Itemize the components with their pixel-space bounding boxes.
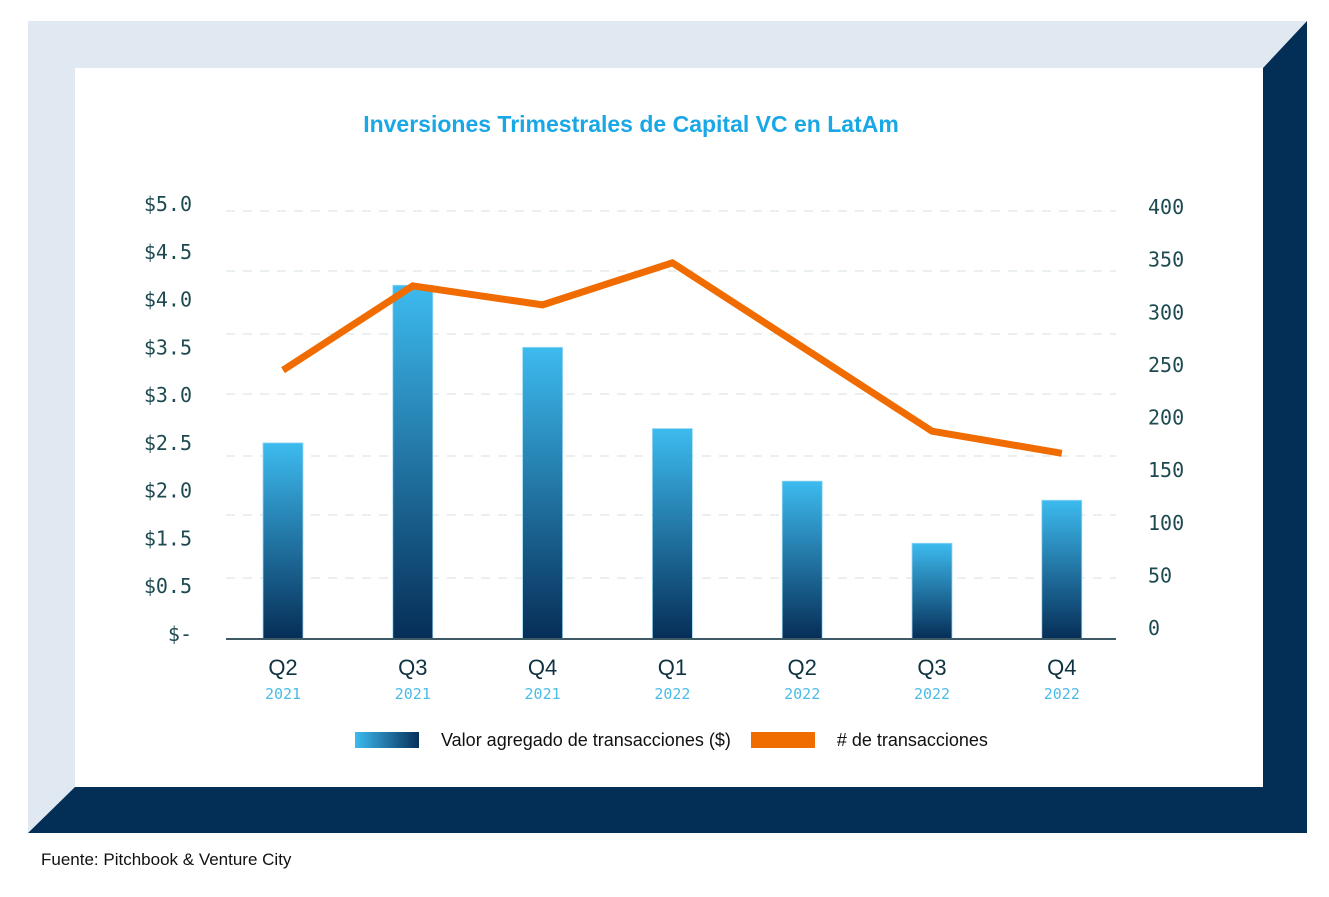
bar [522, 346, 563, 640]
right-axis-tick-label: 250 [1148, 353, 1184, 377]
bar [262, 442, 304, 640]
left-axis-tick-label: $5.0 [144, 192, 192, 216]
bar [392, 284, 434, 640]
right-axis-tick-label: 0 [1148, 616, 1160, 640]
bar [1041, 499, 1083, 640]
left-axis-tick-label: $2.5 [144, 431, 192, 455]
x-tick-quarter: Q1 [658, 655, 687, 680]
right-axis-tick-label: 150 [1148, 458, 1184, 482]
x-tick-year: 2021 [525, 685, 561, 703]
legend-line-label: # de transacciones [836, 729, 988, 750]
bar [652, 428, 693, 640]
left-axis-tick-label: $4.0 [144, 288, 192, 312]
legend-line-swatch [750, 732, 815, 748]
legend-bar-swatch [355, 732, 419, 748]
x-tick-quarter: Q4 [528, 655, 557, 680]
legend-bar-label: Valor agregado de transacciones ($) [441, 729, 731, 750]
left-axis-tick-label: $- [168, 622, 192, 646]
bar-series [262, 284, 1083, 640]
right-axis-tick-label: 100 [1148, 511, 1184, 535]
line-series [281, 258, 1063, 457]
left-axis-ticks: $- $0.5 $1.5 $2.0 $2.5 $3.0 $3.5 $4.0 $4.5 $5.0 [144, 192, 192, 646]
left-axis-tick-label: $3.5 [144, 335, 192, 359]
x-axis-ticks: Q2 2021 Q3 2021 Q4 2021 Q1 2022 Q2 2022 Q3 2022 Q4 20… [265, 655, 1080, 703]
legend: Valor agregado de transacciones ($) # de… [355, 727, 988, 753]
right-axis-tick-label: 300 [1148, 300, 1184, 324]
x-tick-quarter: Q3 [917, 655, 946, 680]
left-axis-tick-label: $4.5 [144, 240, 192, 264]
x-tick-year: 2021 [265, 685, 301, 703]
x-tick-year: 2022 [1044, 685, 1080, 703]
left-axis-tick-label: $2.0 [144, 479, 192, 503]
x-tick-quarter: Q4 [1047, 655, 1076, 680]
x-tick-year: 2021 [395, 685, 431, 703]
x-tick-quarter: Q2 [268, 655, 297, 680]
chart-background [75, 68, 1263, 787]
right-axis-ticks: 0 50 100 150 200 250 300 350 400 [1148, 195, 1184, 640]
right-axis-tick-label: 400 [1148, 195, 1184, 219]
right-axis-tick-label: 200 [1148, 406, 1184, 430]
left-axis-tick-label: $3.0 [144, 383, 192, 407]
source-footnote: Fuente: Pitchbook & Venture City [41, 850, 292, 869]
right-axis-tick-label: 350 [1148, 248, 1184, 272]
bar [911, 542, 953, 640]
x-tick-quarter: Q3 [398, 655, 427, 680]
bar [781, 480, 823, 640]
x-tick-year: 2022 [784, 685, 820, 703]
left-axis-tick-label: $1.5 [144, 526, 192, 550]
x-tick-year: 2022 [914, 685, 950, 703]
right-axis-tick-label: 50 [1148, 563, 1172, 587]
left-axis-tick-label: $0.5 [144, 574, 192, 598]
chart-title: Inversiones Trimestrales de Capital VC e… [363, 111, 899, 137]
x-tick-quarter: Q2 [788, 655, 817, 680]
x-tick-year: 2022 [654, 685, 690, 703]
